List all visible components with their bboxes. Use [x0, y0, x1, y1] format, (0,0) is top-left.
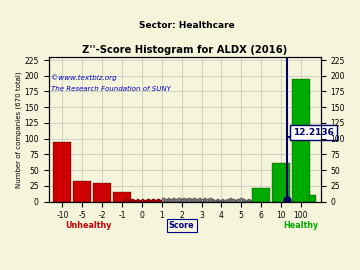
Bar — [170, 199, 173, 201]
Bar — [147, 199, 149, 201]
Bar — [212, 199, 214, 201]
Bar — [217, 199, 219, 201]
Bar — [149, 200, 152, 201]
Bar — [193, 198, 196, 201]
Text: Score: Score — [169, 221, 194, 230]
Bar — [225, 200, 227, 201]
Bar — [196, 199, 199, 201]
Bar — [214, 200, 217, 201]
Bar — [222, 199, 225, 201]
Bar — [139, 200, 142, 201]
Bar — [256, 200, 258, 201]
Bar — [219, 200, 222, 201]
Bar — [142, 199, 144, 201]
Text: The Research Foundation of SUNY: The Research Foundation of SUNY — [51, 86, 171, 92]
Bar — [272, 163, 290, 201]
Bar — [245, 200, 248, 201]
Text: Unhealthy: Unhealthy — [65, 221, 112, 230]
Bar — [126, 200, 129, 201]
Bar — [237, 199, 240, 201]
Text: ©www.textbiz.org: ©www.textbiz.org — [51, 74, 117, 81]
Bar — [240, 198, 243, 201]
Bar — [173, 198, 175, 201]
Bar — [191, 199, 193, 201]
Bar — [175, 199, 178, 201]
Bar — [253, 199, 256, 201]
Title: Z''-Score Histogram for ALDX (2016): Z''-Score Histogram for ALDX (2016) — [82, 45, 287, 55]
Bar — [209, 198, 212, 201]
Bar — [227, 199, 230, 201]
Bar — [206, 199, 209, 201]
Bar — [137, 199, 139, 201]
Bar — [199, 198, 201, 201]
Bar — [134, 200, 137, 201]
Bar — [178, 198, 181, 201]
Text: Sector: Healthcare: Sector: Healthcare — [139, 21, 235, 30]
Bar — [168, 198, 170, 201]
Bar — [160, 200, 162, 201]
Bar — [183, 198, 186, 201]
Bar — [250, 200, 253, 201]
Bar — [73, 181, 91, 201]
Bar — [54, 142, 71, 201]
Bar — [129, 200, 131, 201]
Bar — [93, 183, 111, 201]
Bar — [252, 188, 270, 201]
Bar — [232, 199, 235, 201]
Bar — [243, 199, 245, 201]
Bar — [292, 79, 310, 201]
Bar — [188, 198, 191, 201]
Bar — [124, 199, 126, 201]
Y-axis label: Number of companies (670 total): Number of companies (670 total) — [15, 71, 22, 187]
Bar — [144, 200, 147, 201]
Bar — [131, 199, 134, 201]
Bar — [204, 198, 206, 201]
Bar — [152, 199, 155, 201]
Bar — [230, 198, 232, 201]
Text: 12.2136: 12.2136 — [293, 128, 334, 137]
Bar — [201, 199, 204, 201]
Text: Healthy: Healthy — [283, 221, 319, 230]
Bar — [186, 199, 188, 201]
Bar — [113, 192, 131, 201]
Bar — [162, 198, 165, 201]
Bar — [155, 200, 157, 201]
Bar — [235, 200, 237, 201]
Bar — [165, 199, 168, 201]
Bar — [309, 195, 316, 201]
Bar — [181, 199, 183, 201]
Bar — [248, 199, 250, 201]
Bar — [157, 199, 160, 201]
